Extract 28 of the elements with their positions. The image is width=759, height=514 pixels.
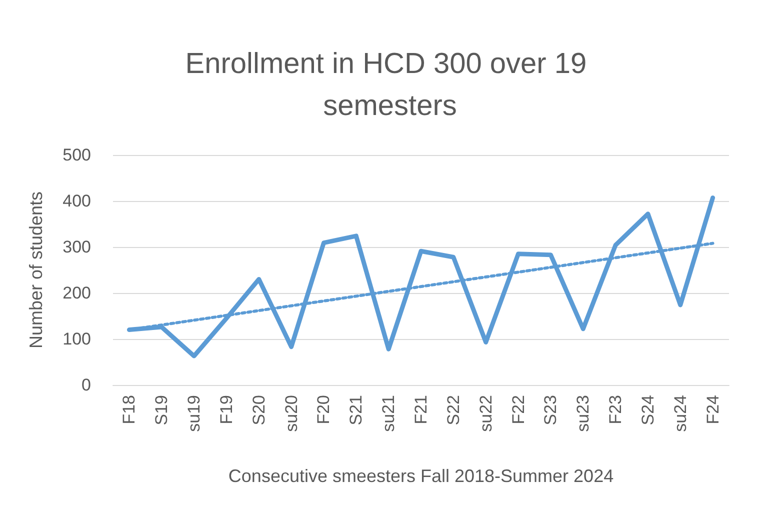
x-tick-label: F21 xyxy=(412,395,430,424)
x-tick-label: F20 xyxy=(314,395,334,424)
y-tick-label: 200 xyxy=(62,284,91,302)
chart-title: Enrollment in HCD 300 over 19 semesters xyxy=(185,48,595,122)
x-tick-label: su23 xyxy=(574,395,593,432)
x-tick-label: F22 xyxy=(508,395,528,424)
x-tick-label: F18 xyxy=(120,395,139,424)
y-tick-label: 500 xyxy=(62,146,91,164)
x-tick-label: su24 xyxy=(670,395,690,432)
x-tick-label: S20 xyxy=(249,395,268,426)
x-tick-label: S19 xyxy=(152,395,172,426)
x-tick-label: F19 xyxy=(216,395,236,424)
y-tick-label: 300 xyxy=(62,238,91,256)
x-tick-label: su20 xyxy=(282,395,301,432)
y-tick-label: 400 xyxy=(62,192,91,210)
x-tick-label: S23 xyxy=(541,395,560,426)
y-axis-title: Number of students xyxy=(26,191,46,349)
x-axis-title: Consecutive smeesters Fall 2018-Summer 2024 xyxy=(228,466,614,486)
y-tick-label: 100 xyxy=(62,330,91,348)
x-tick-label: su19 xyxy=(184,395,204,432)
x-tick-label: su21 xyxy=(379,395,398,432)
x-tick-label: su22 xyxy=(476,395,496,432)
x-tick-label: F23 xyxy=(606,395,626,424)
x-tick-label: F24 xyxy=(703,395,722,424)
x-tick-label: S21 xyxy=(346,395,366,426)
x-tick-label: S24 xyxy=(638,395,658,426)
x-tick-label: S22 xyxy=(444,395,463,426)
y-tick-label: 0 xyxy=(82,376,91,394)
